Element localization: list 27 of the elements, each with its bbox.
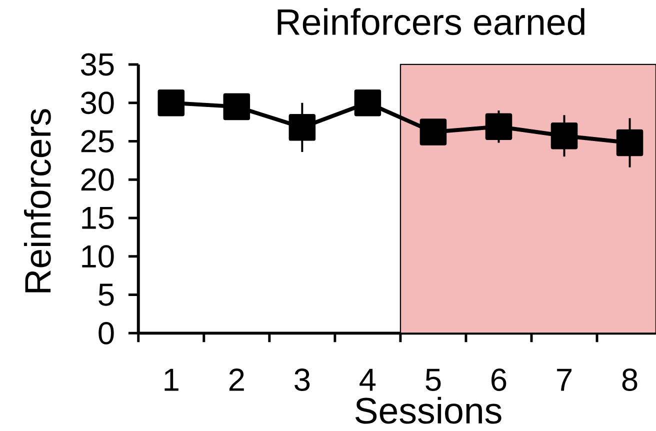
point bbox=[288, 114, 316, 141]
y-tick-label: 15 bbox=[82, 206, 114, 229]
x-tick-label: 6 bbox=[492, 368, 506, 391]
y-tick-label: 0 bbox=[98, 322, 114, 344]
point bbox=[616, 129, 644, 156]
point bbox=[158, 89, 185, 116]
x-axis-title: Sessions bbox=[355, 396, 502, 424]
y-tick-label: 30 bbox=[80, 91, 114, 114]
point bbox=[550, 122, 578, 150]
x-tick-label: 8 bbox=[622, 368, 638, 391]
x-tick-label: 2 bbox=[229, 368, 244, 391]
point bbox=[223, 93, 250, 120]
y-tick-label: 5 bbox=[98, 284, 114, 306]
x-tick-label: 3 bbox=[294, 368, 310, 391]
y-tick-label: 20 bbox=[81, 168, 114, 191]
y-axis-title: Reinforcers bbox=[24, 108, 51, 292]
chart-title: Reinforcers earned bbox=[278, 8, 584, 35]
x-tick-label: 7 bbox=[557, 368, 572, 391]
y-tick-label: 25 bbox=[81, 130, 114, 152]
point bbox=[420, 118, 447, 146]
point bbox=[354, 89, 382, 116]
x-tick-label: 5 bbox=[426, 368, 441, 391]
y-tick-label: 35 bbox=[80, 53, 114, 76]
point bbox=[485, 113, 512, 140]
x-tick-label: 4 bbox=[360, 368, 376, 391]
y-tick-label: 10 bbox=[82, 244, 114, 268]
x-tick-label: 1 bbox=[164, 368, 178, 391]
